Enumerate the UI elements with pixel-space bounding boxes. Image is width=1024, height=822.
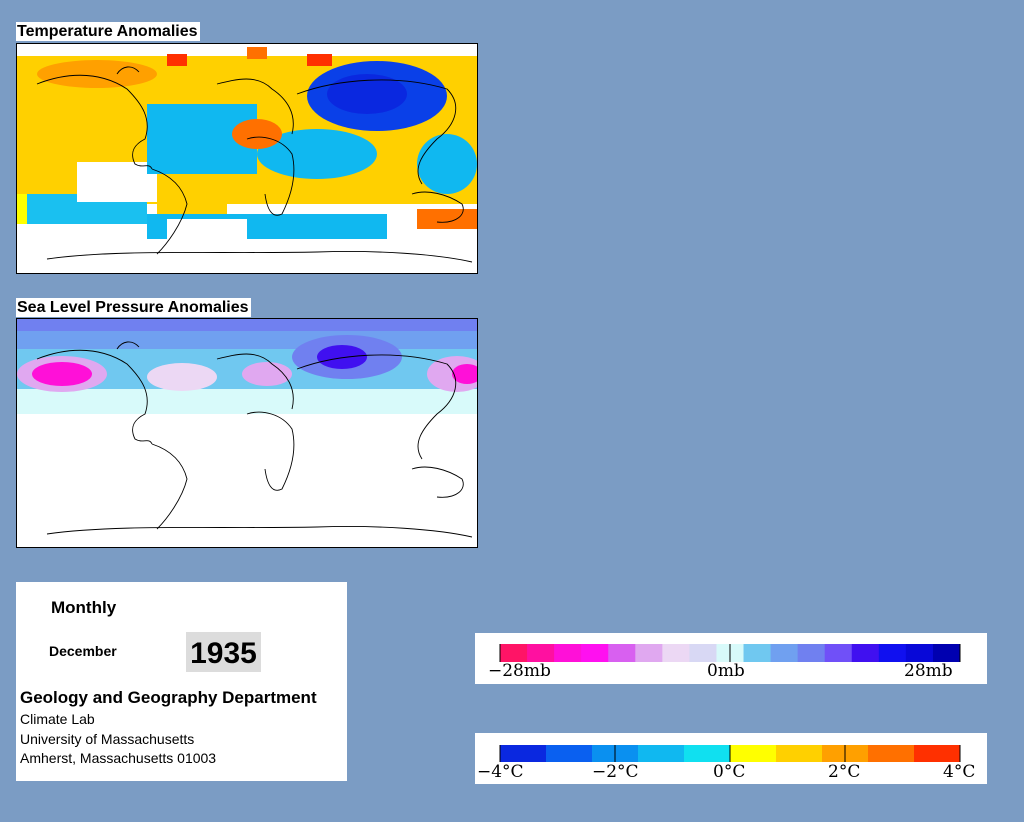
pressure-colorbar-swatch (905, 644, 934, 662)
pressure-colorbar-swatch (770, 644, 799, 662)
pressure-colorbar-swatch (689, 644, 717, 662)
temperature-colorbar-swatch (546, 745, 593, 762)
pressure-label-min: −28mb (488, 661, 551, 681)
pressure-colorbar-swatch (500, 644, 528, 662)
temperature-label-zero: 0°C (713, 762, 746, 782)
temperature-label-minus4: −4°C (477, 762, 524, 782)
info-box: Monthly December 1935 Geology and Geogra… (16, 582, 347, 781)
lab-label: Climate Lab (20, 711, 95, 727)
pressure-colorbar (499, 644, 961, 662)
university-label: University of Massachusetts (20, 731, 195, 747)
temperature-colorbar-swatch (684, 745, 731, 762)
temperature-colorbar-swatch (638, 745, 685, 762)
pressure-colorbar-swatch (581, 644, 609, 662)
temperature-legend: −4°C −2°C 0°C 2°C 4°C (475, 733, 987, 784)
pressure-colorbar-swatch (878, 644, 907, 662)
temperature-label-minus2: −2°C (592, 762, 639, 782)
pressure-colorbar-swatch (824, 644, 853, 662)
month-label: December (49, 643, 117, 659)
pressure-colorbar-swatch (932, 644, 961, 662)
pressure-colorbar-swatch (662, 644, 690, 662)
temperature-colorbar-swatch (868, 745, 915, 762)
pressure-panel-title: Sea Level Pressure Anomalies (16, 298, 251, 317)
pressure-colorbar-swatch (554, 644, 582, 662)
temperature-label-plus2: 2°C (828, 762, 861, 782)
pressure-colorbar-swatch (635, 644, 663, 662)
year-label: 1935 (186, 632, 261, 672)
pressure-colorbar-swatch (851, 644, 880, 662)
pressure-label-max: 28mb (904, 661, 953, 681)
pressure-colorbar-swatch (743, 644, 772, 662)
pressure-map-graphic (17, 319, 477, 538)
pressure-colorbar-swatch (797, 644, 826, 662)
temperature-colorbar (499, 745, 961, 762)
temperature-colorbar-swatch (730, 745, 777, 762)
pressure-anomaly-map (16, 318, 478, 548)
pressure-colorbar-swatch (527, 644, 555, 662)
temperature-map-graphic (17, 47, 477, 273)
pressure-legend: −28mb 0mb 28mb (475, 633, 987, 684)
department-label: Geology and Geography Department (20, 688, 317, 707)
address-label: Amherst, Massachusetts 01003 (20, 750, 217, 766)
temperature-colorbar-swatch (500, 745, 547, 762)
temperature-label-plus4: 4°C (943, 762, 976, 782)
pressure-label-zero: 0mb (707, 661, 745, 681)
temperature-colorbar-swatch (914, 745, 961, 762)
temperature-colorbar-swatch (776, 745, 823, 762)
pressure-colorbar-swatch (608, 644, 636, 662)
temperature-anomaly-map (16, 43, 478, 274)
period-label: Monthly (51, 598, 117, 617)
temperature-panel-title: Temperature Anomalies (16, 22, 200, 41)
